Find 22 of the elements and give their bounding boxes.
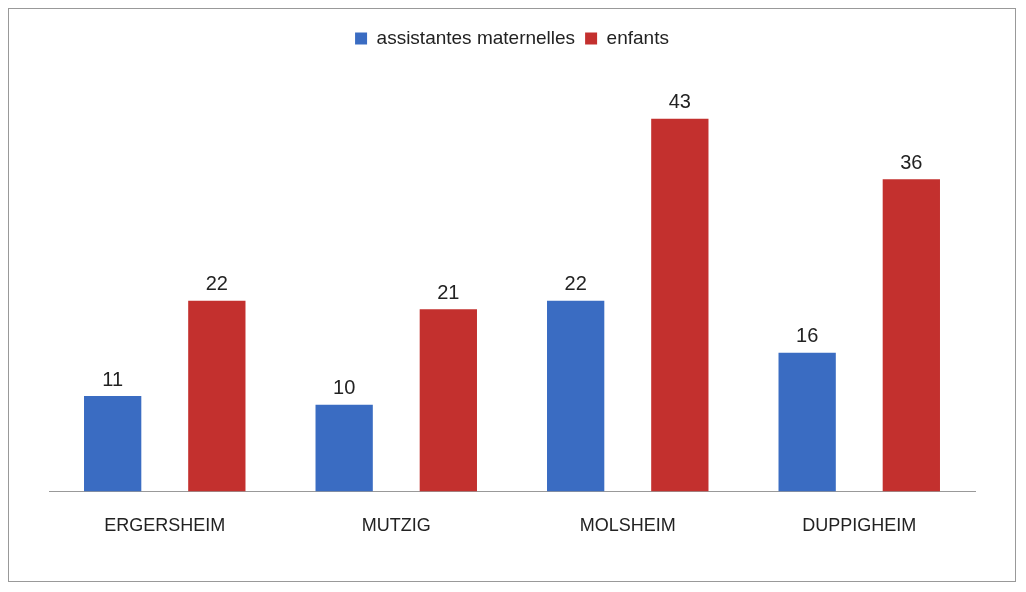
bar <box>547 300 605 492</box>
bar <box>84 396 142 492</box>
data-label: 22 <box>205 272 228 295</box>
data-label: 22 <box>564 272 587 295</box>
bar <box>315 404 373 492</box>
bar <box>651 118 709 492</box>
data-label: 16 <box>796 324 819 347</box>
legend-label: assistantes maternelles <box>376 26 576 48</box>
data-label: 10 <box>333 376 356 399</box>
data-label: 21 <box>437 280 460 303</box>
x-tick-label: MUTZIG <box>361 515 431 536</box>
x-tick-label: MOLSHEIM <box>579 515 676 536</box>
x-tick-label: DUPPIGHEIM <box>802 515 917 536</box>
legend-label: enfants <box>606 26 669 48</box>
data-label: 43 <box>668 90 691 113</box>
bar <box>778 352 836 492</box>
x-tick-label: ERGERSHEIM <box>104 515 226 536</box>
bar <box>882 179 940 492</box>
bar <box>419 309 477 492</box>
data-label: 36 <box>900 150 923 173</box>
bar <box>188 300 246 492</box>
data-label: 11 <box>102 367 124 390</box>
